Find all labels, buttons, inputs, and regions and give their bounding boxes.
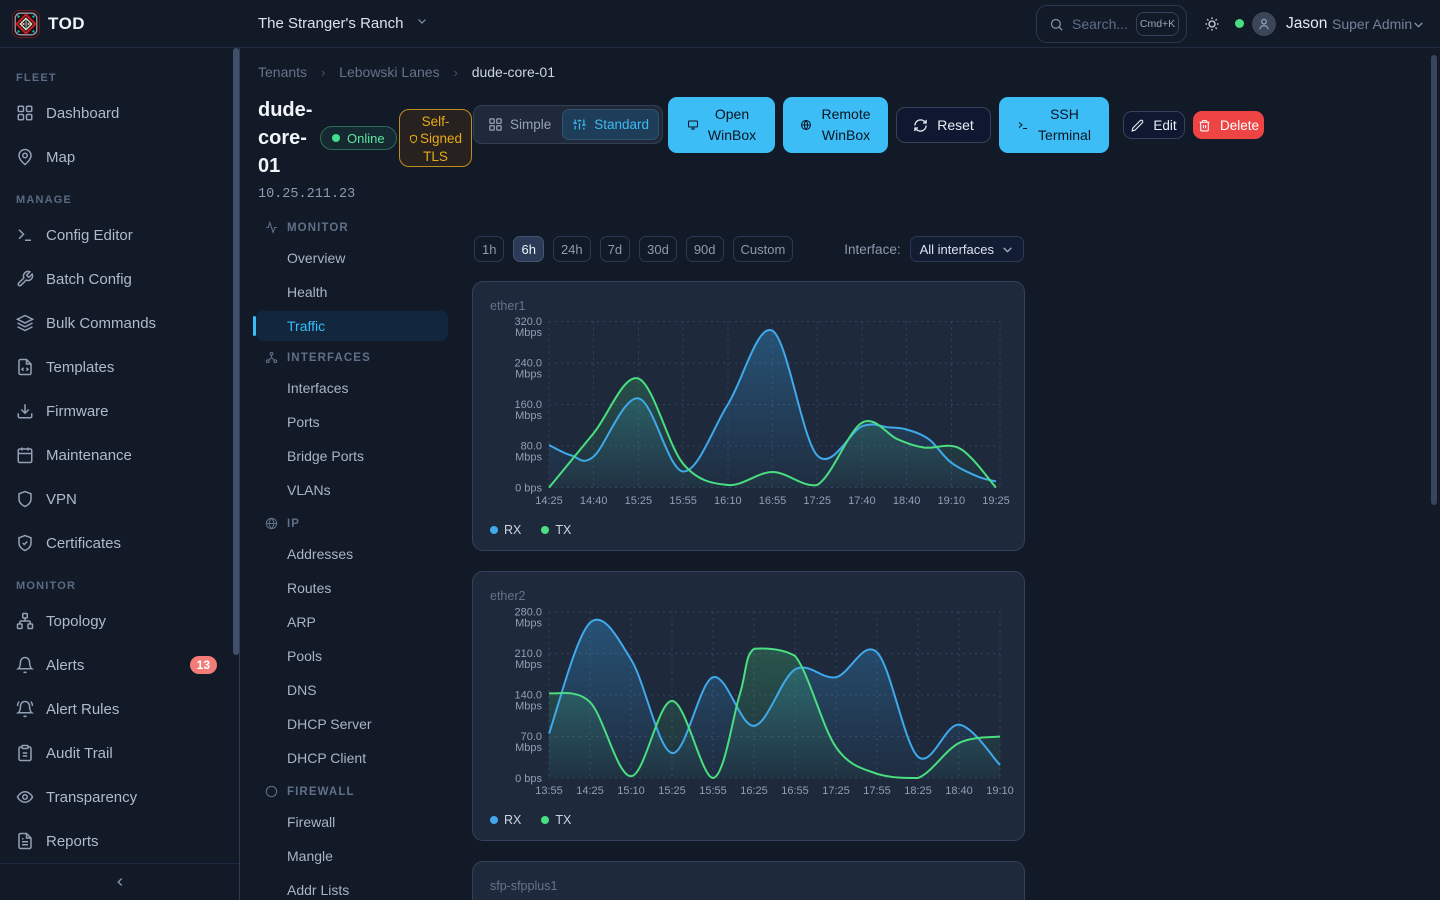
svg-text:16:25: 16:25: [740, 785, 768, 797]
svg-text:Mbps: Mbps: [515, 742, 542, 754]
svg-text:15:10: 15:10: [617, 785, 645, 797]
svg-text:18:40: 18:40: [893, 495, 921, 507]
svg-text:19:10: 19:10: [986, 785, 1014, 797]
svg-text:16:55: 16:55: [781, 785, 809, 797]
svg-text:14:25: 14:25: [535, 495, 563, 507]
svg-text:15:55: 15:55: [669, 495, 697, 507]
svg-text:70.0: 70.0: [521, 731, 542, 743]
svg-text:15:55: 15:55: [699, 785, 727, 797]
svg-text:Mbps: Mbps: [515, 701, 542, 713]
svg-text:Mbps: Mbps: [515, 327, 542, 339]
svg-text:16:10: 16:10: [714, 495, 742, 507]
svg-text:19:25: 19:25: [982, 495, 1010, 507]
svg-text:Mbps: Mbps: [515, 452, 542, 464]
svg-text:14:40: 14:40: [580, 495, 608, 507]
svg-text:140.0: 140.0: [514, 690, 542, 702]
svg-text:19:10: 19:10: [938, 495, 966, 507]
svg-text:17:25: 17:25: [822, 785, 850, 797]
svg-text:0 bps: 0 bps: [515, 773, 542, 785]
svg-text:17:55: 17:55: [863, 785, 891, 797]
svg-text:160.0: 160.0: [514, 399, 542, 411]
svg-text:Mbps: Mbps: [515, 369, 542, 381]
svg-text:Mbps: Mbps: [515, 659, 542, 671]
svg-text:320.0: 320.0: [514, 316, 542, 328]
svg-text:16:55: 16:55: [759, 495, 787, 507]
svg-text:15:25: 15:25: [658, 785, 686, 797]
svg-text:17:25: 17:25: [803, 495, 831, 507]
svg-text:Mbps: Mbps: [515, 410, 542, 422]
svg-text:280.0: 280.0: [514, 607, 542, 619]
svg-text:17:40: 17:40: [848, 495, 876, 507]
svg-text:18:25: 18:25: [904, 785, 932, 797]
svg-text:210.0: 210.0: [514, 648, 542, 660]
svg-text:0 bps: 0 bps: [515, 483, 542, 495]
svg-text:80.0: 80.0: [521, 441, 542, 453]
svg-text:18:40: 18:40: [945, 785, 973, 797]
svg-text:240.0: 240.0: [514, 358, 542, 370]
svg-text:15:25: 15:25: [625, 495, 653, 507]
svg-text:Mbps: Mbps: [515, 618, 542, 630]
svg-text:14:25: 14:25: [576, 785, 604, 797]
svg-text:13:55: 13:55: [535, 785, 563, 797]
